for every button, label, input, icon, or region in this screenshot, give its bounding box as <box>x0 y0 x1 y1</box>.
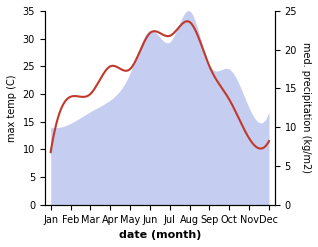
Y-axis label: med. precipitation (kg/m2): med. precipitation (kg/m2) <box>301 42 311 173</box>
X-axis label: date (month): date (month) <box>119 230 201 240</box>
Y-axis label: max temp (C): max temp (C) <box>7 74 17 142</box>
